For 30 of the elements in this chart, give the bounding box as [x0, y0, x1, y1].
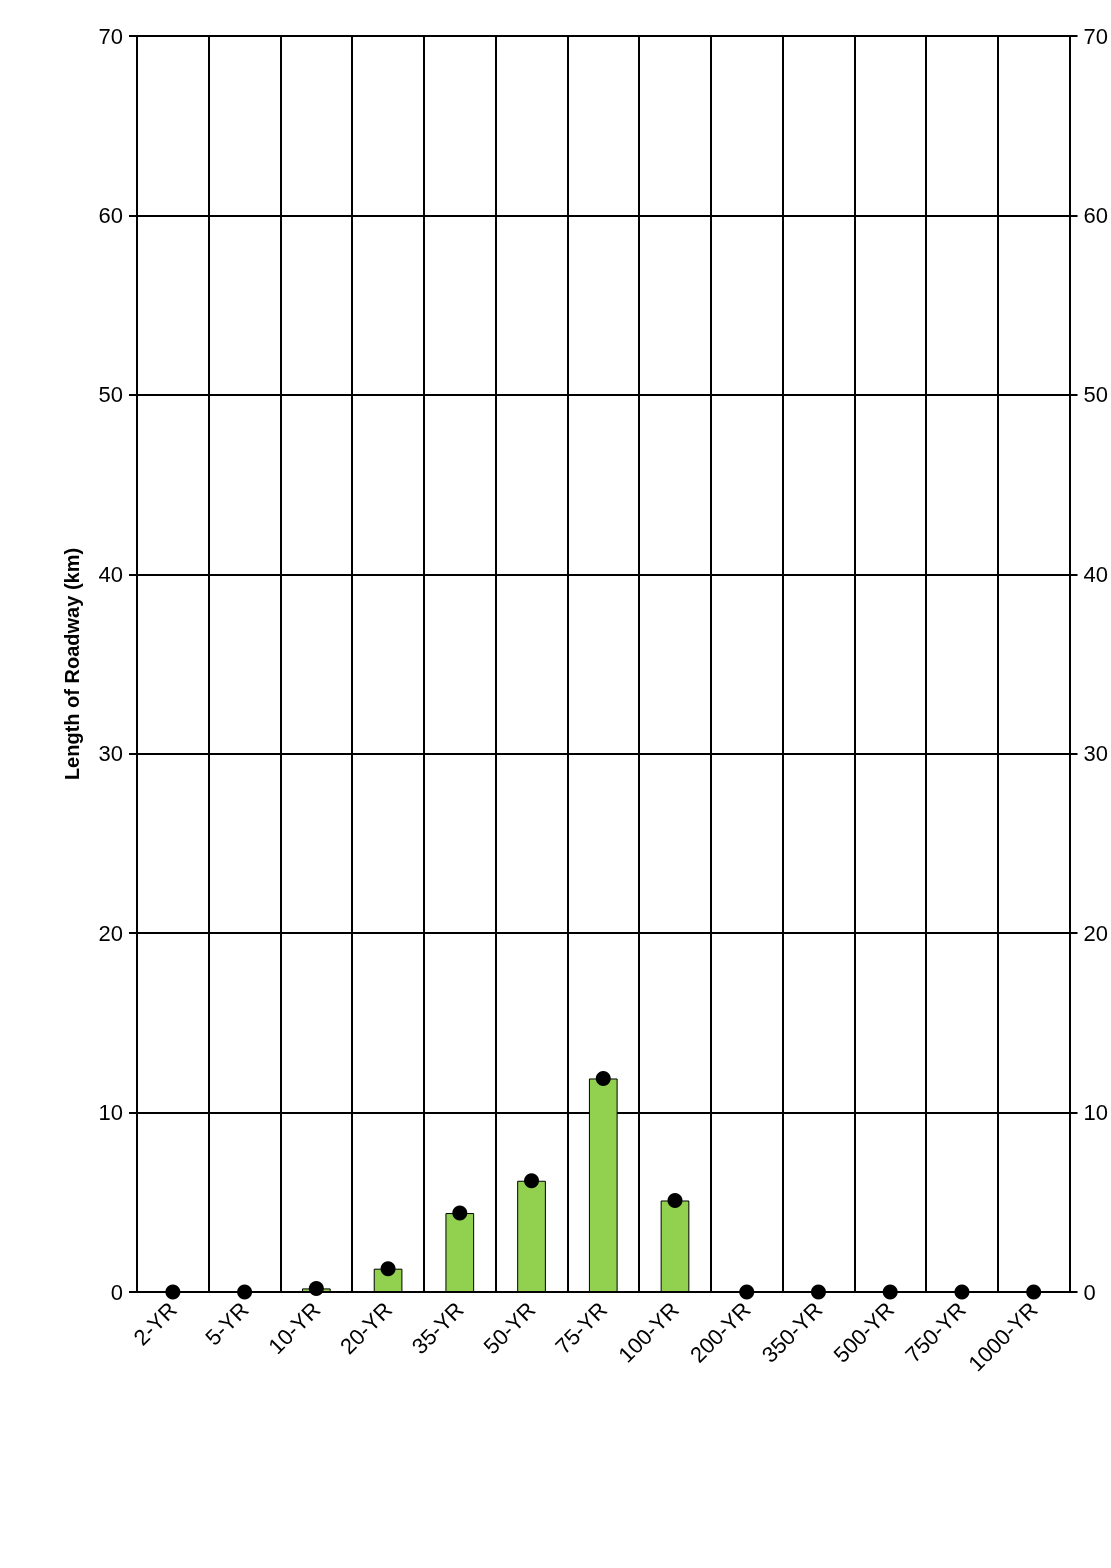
- y2-tick-label: 0: [1083, 1279, 1096, 1305]
- point: [810, 1284, 826, 1300]
- y2-tick-label: 30: [1083, 741, 1109, 767]
- y-tick-label: 30: [98, 741, 123, 767]
- point: [1026, 1284, 1042, 1300]
- y2-tick-label: 40: [1083, 561, 1109, 587]
- y-tick-label: 50: [98, 382, 123, 408]
- y2-tick-label: 70: [1083, 23, 1109, 49]
- point: [237, 1284, 253, 1300]
- y-tick-label: 60: [98, 202, 123, 228]
- point: [165, 1284, 181, 1300]
- point: [954, 1284, 970, 1300]
- y-tick-label: 0: [110, 1279, 123, 1305]
- y2-tick-label: 20: [1083, 920, 1109, 946]
- y-tick-label: 70: [98, 23, 123, 49]
- y-tick-label: 40: [98, 561, 123, 587]
- y-axis-title: Length of Roadway (km): [61, 547, 83, 781]
- point: [595, 1070, 611, 1086]
- point: [380, 1261, 396, 1277]
- point: [667, 1192, 683, 1208]
- y-tick-label: 20: [98, 920, 123, 946]
- point: [524, 1173, 540, 1189]
- y2-tick-label: 60: [1083, 202, 1109, 228]
- y-tick-label: 10: [98, 1100, 123, 1126]
- y2-tick-label: 50: [1083, 382, 1109, 408]
- point: [882, 1284, 898, 1300]
- point: [739, 1284, 755, 1300]
- point: [308, 1280, 324, 1296]
- point: [452, 1205, 468, 1221]
- y2-tick-label: 10: [1083, 1100, 1109, 1126]
